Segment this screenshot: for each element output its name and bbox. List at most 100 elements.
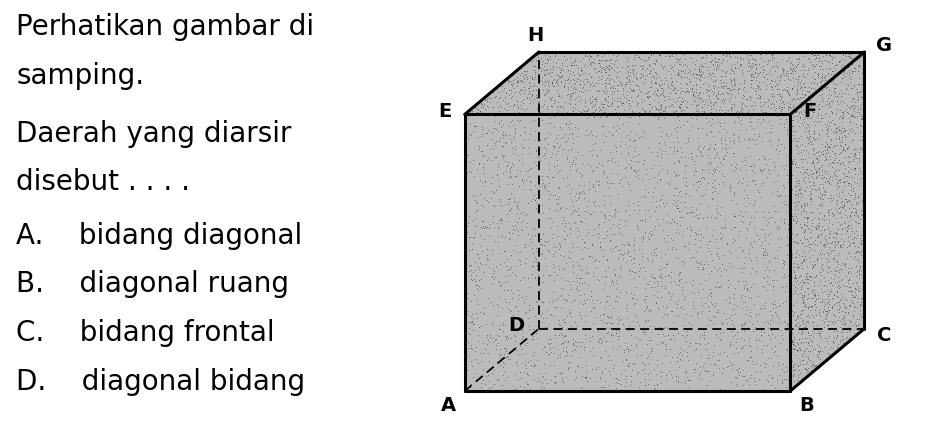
Point	[774, 331, 789, 338]
Point	[753, 99, 768, 106]
Point	[787, 199, 802, 206]
Point	[499, 163, 514, 170]
Point	[833, 209, 848, 216]
Point	[670, 58, 685, 66]
Point	[592, 105, 607, 112]
Point	[692, 177, 707, 184]
Point	[704, 289, 719, 296]
Point	[787, 128, 802, 135]
Point	[565, 278, 580, 285]
Point	[542, 70, 557, 77]
Point	[488, 273, 503, 280]
Point	[701, 307, 716, 314]
Point	[492, 94, 507, 101]
Point	[811, 165, 826, 172]
Point	[713, 135, 728, 142]
Point	[727, 191, 742, 198]
Point	[545, 69, 560, 76]
Point	[589, 151, 604, 158]
Point	[802, 177, 817, 184]
Point	[756, 284, 771, 291]
Point	[849, 262, 864, 269]
Point	[556, 145, 571, 152]
Point	[571, 71, 586, 78]
Point	[834, 119, 849, 126]
Point	[760, 241, 775, 248]
Point	[678, 292, 693, 299]
Point	[841, 68, 856, 75]
Point	[706, 226, 721, 233]
Point	[529, 57, 544, 64]
Point	[542, 272, 557, 279]
Point	[490, 311, 505, 318]
Point	[750, 136, 765, 143]
Point	[468, 282, 483, 289]
Point	[789, 108, 804, 115]
Point	[828, 127, 843, 134]
Point	[501, 356, 516, 363]
Point	[723, 186, 738, 193]
Point	[690, 91, 705, 98]
Point	[486, 144, 501, 152]
Point	[532, 108, 547, 115]
Point	[611, 317, 626, 324]
Point	[495, 143, 510, 150]
Point	[724, 78, 739, 85]
Point	[812, 355, 827, 362]
Point	[749, 368, 764, 375]
Point	[814, 76, 829, 83]
Point	[835, 225, 850, 232]
Point	[468, 369, 483, 376]
Point	[836, 314, 851, 321]
Point	[796, 228, 811, 235]
Point	[735, 109, 750, 116]
Point	[593, 107, 608, 114]
Point	[777, 104, 792, 111]
Point	[581, 228, 596, 235]
Point	[826, 321, 841, 328]
Point	[695, 103, 709, 110]
Point	[487, 189, 502, 196]
Point	[471, 143, 486, 150]
Point	[565, 341, 580, 348]
Text: G: G	[876, 36, 892, 55]
Point	[578, 100, 592, 107]
Point	[672, 187, 687, 194]
Point	[474, 100, 489, 107]
Point	[586, 303, 601, 310]
Point	[665, 150, 680, 157]
Point	[688, 166, 703, 173]
Point	[841, 284, 856, 291]
Point	[841, 167, 856, 175]
Point	[622, 136, 637, 144]
Point	[814, 317, 829, 324]
Point	[596, 246, 611, 253]
Point	[854, 232, 869, 239]
Point	[563, 352, 578, 359]
Point	[771, 105, 786, 112]
Point	[691, 178, 706, 185]
Point	[653, 175, 668, 183]
Point	[547, 110, 562, 117]
Point	[841, 144, 856, 152]
Point	[465, 193, 480, 200]
Point	[737, 327, 752, 334]
Point	[694, 94, 709, 101]
Point	[658, 260, 673, 267]
Point	[789, 276, 804, 284]
Point	[689, 346, 704, 353]
Point	[710, 95, 725, 102]
Point	[715, 78, 730, 85]
Point	[739, 111, 754, 118]
Point	[713, 318, 728, 325]
Point	[714, 234, 729, 241]
Point	[626, 234, 641, 241]
Point	[740, 58, 755, 66]
Point	[786, 340, 801, 347]
Point	[513, 98, 528, 105]
Point	[610, 346, 625, 353]
Point	[750, 318, 765, 325]
Point	[680, 327, 695, 334]
Point	[589, 132, 604, 139]
Point	[554, 103, 569, 110]
